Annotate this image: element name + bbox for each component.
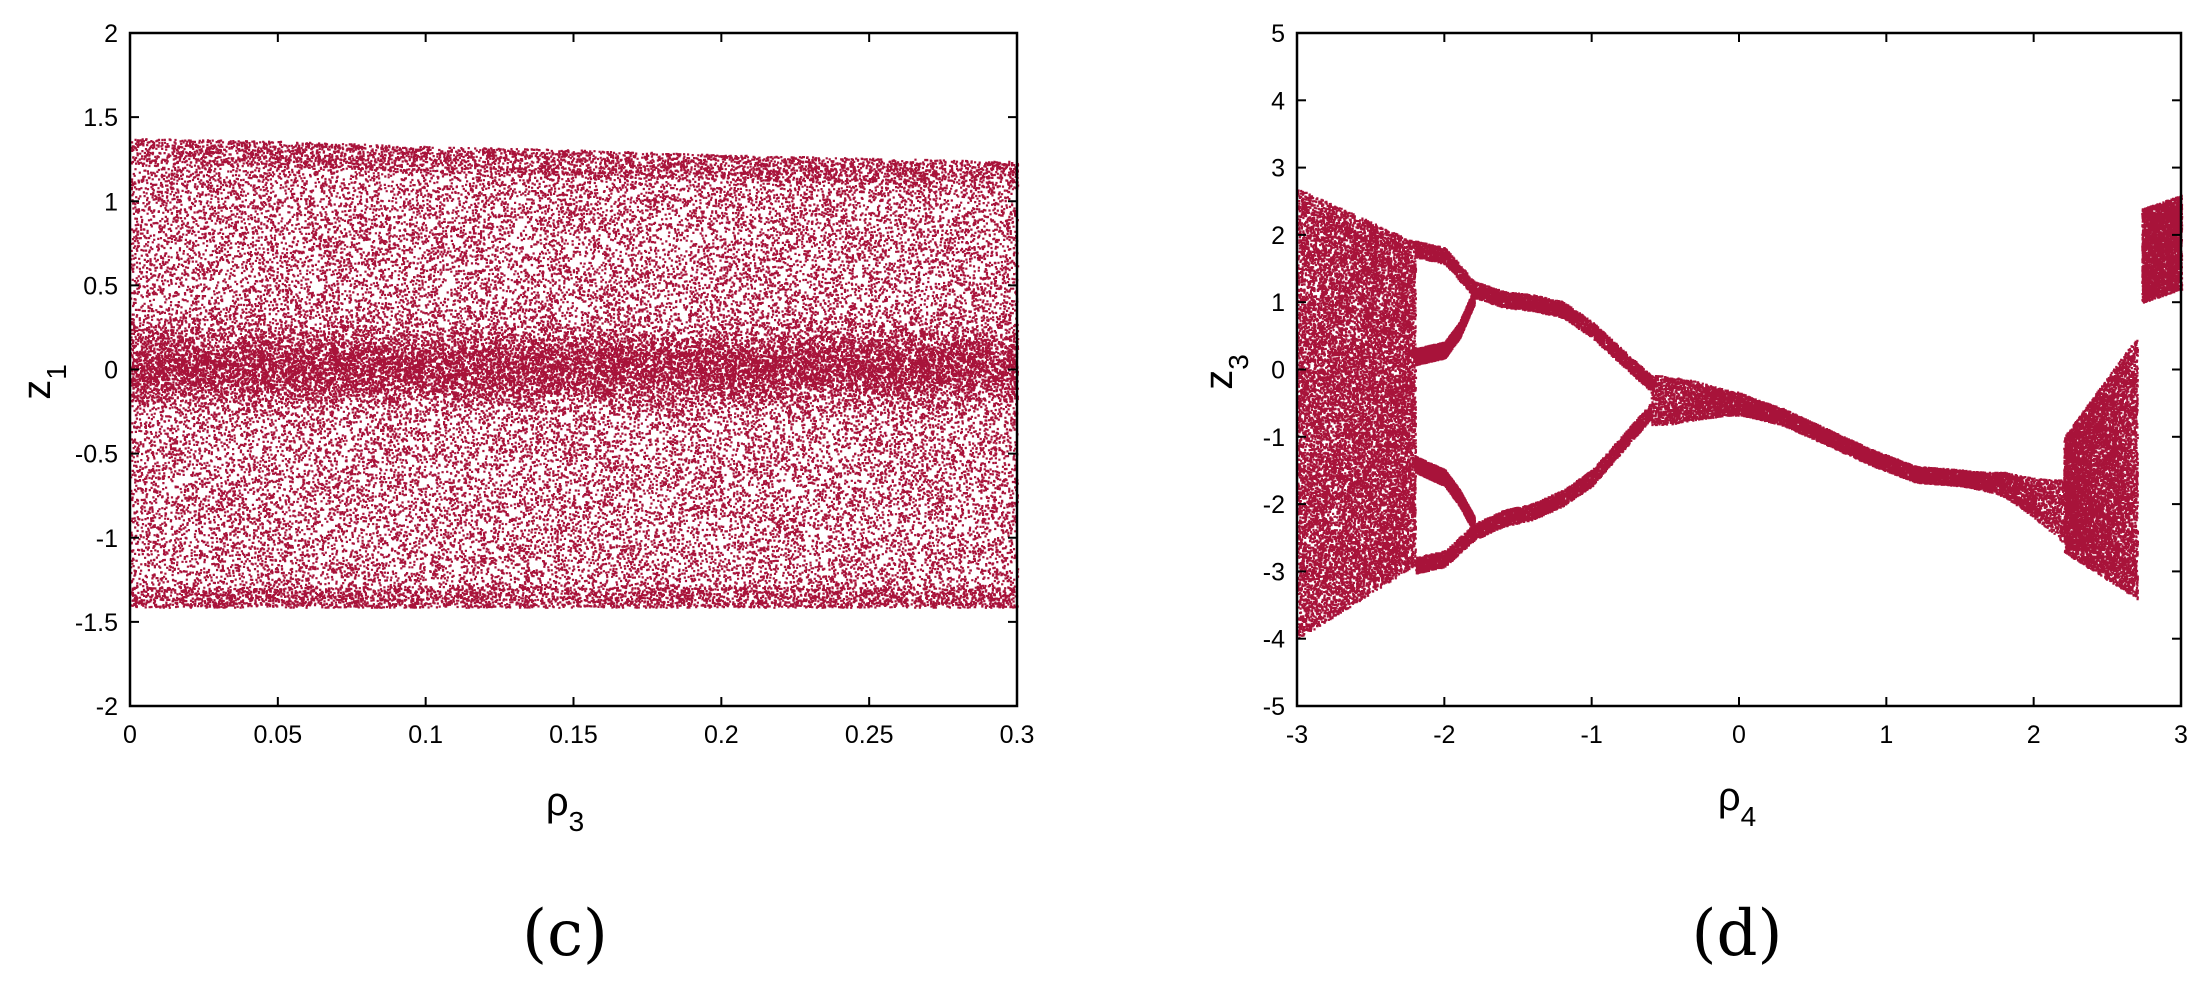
- panel-d-ytick-label: 0: [1271, 357, 1285, 385]
- panel-d-ytick-label: 2: [1271, 222, 1285, 250]
- panel-c-xtick-label: 0.25: [845, 721, 894, 749]
- panel-d-xtick-label: 0: [1732, 721, 1746, 749]
- panel-c-xtick-label: 0.2: [704, 721, 739, 749]
- panel-d-scatter-points: [1297, 189, 2184, 639]
- panel-c-ytick-label: 0.5: [83, 272, 118, 300]
- panel-c-ytick-label: 1.5: [83, 104, 118, 132]
- panel-d-plot-frame: [1295, 31, 2183, 708]
- panel-d-ytick-label: -1: [1263, 424, 1285, 452]
- panel-d-ytick-label: -4: [1263, 626, 1285, 654]
- panel-c-ytick-label: -1.5: [75, 609, 118, 637]
- panel-c-chart: 0 0.05 0.1 0.15 0.2 0.25 0.3 -2 -1.5 -1 -0.5 0 0.5 1 1…: [15, 20, 1034, 971]
- panel-c-xtick-label: 0.15: [549, 721, 598, 749]
- panel-c-xlabel: ρ3: [546, 780, 584, 837]
- panel-c-xtick-label: 0.05: [253, 721, 302, 749]
- panel-c-xtick-label: 0.1: [408, 721, 443, 749]
- panel-c-label: (c): [522, 897, 608, 971]
- panel-d-ytick-label: 4: [1271, 87, 1285, 115]
- panel-d-xtick-label: -1: [1581, 721, 1603, 749]
- panel-d-ytick-label: -5: [1263, 693, 1285, 721]
- panel-d-ytick-label: -2: [1263, 491, 1285, 519]
- panel-c-scatter-points: [130, 138, 1020, 609]
- panel-d-xtick-label: 3: [2174, 721, 2188, 749]
- panel-c-ytick-label: 2: [104, 20, 118, 48]
- panel-d-ytick-label: -3: [1263, 558, 1285, 586]
- panel-c-ytick-label: 1: [104, 188, 118, 216]
- panel-d-xlabel: ρ4: [1718, 775, 1756, 832]
- panel-c-ytick-label: -0.5: [75, 441, 118, 469]
- panel-c-ytick-label: -2: [96, 693, 118, 721]
- panel-d-axes: -3 -2 -1 0 1 2 3 -5 -4 -3 -2 -1 0 1 2 3 4 5: [1263, 20, 2188, 749]
- panel-c-xtick-label: 0.3: [1000, 721, 1035, 749]
- panel-d-ytick-label: 3: [1271, 155, 1285, 183]
- panel-d-ytick-label: 1: [1271, 289, 1285, 317]
- panel-d-xtick-label: 2: [2027, 721, 2041, 749]
- panel-c-ytick-label: -1: [96, 525, 118, 553]
- panel-d-xtick-label: 1: [1879, 721, 1893, 749]
- panel-c-axes: 0 0.05 0.1 0.15 0.2 0.25 0.3 -2 -1.5 -1 -0.5 0 0.5 1 1…: [75, 20, 1034, 749]
- panel-d-ylabel: z3: [1197, 354, 1254, 390]
- panel-d-xtick-label: -3: [1286, 721, 1308, 749]
- panel-c-ytick-label: 0: [104, 357, 118, 385]
- panel-d-points: [1297, 189, 2184, 639]
- panel-d-label: (d): [1692, 897, 1783, 971]
- panel-c-ylabel: z1: [15, 364, 72, 400]
- panel-d-xtick-label: -2: [1433, 721, 1455, 749]
- panel-d-chart: -3 -2 -1 0 1 2 3 -5 -4 -3 -2 -1 0 1 2 3 4 5 z3 ρ4 (d): [1197, 20, 2188, 971]
- panel-c-points: [130, 138, 1020, 609]
- panel-c-xtick-label: 0: [123, 721, 137, 749]
- panel-d-ytick-label: 5: [1271, 20, 1285, 48]
